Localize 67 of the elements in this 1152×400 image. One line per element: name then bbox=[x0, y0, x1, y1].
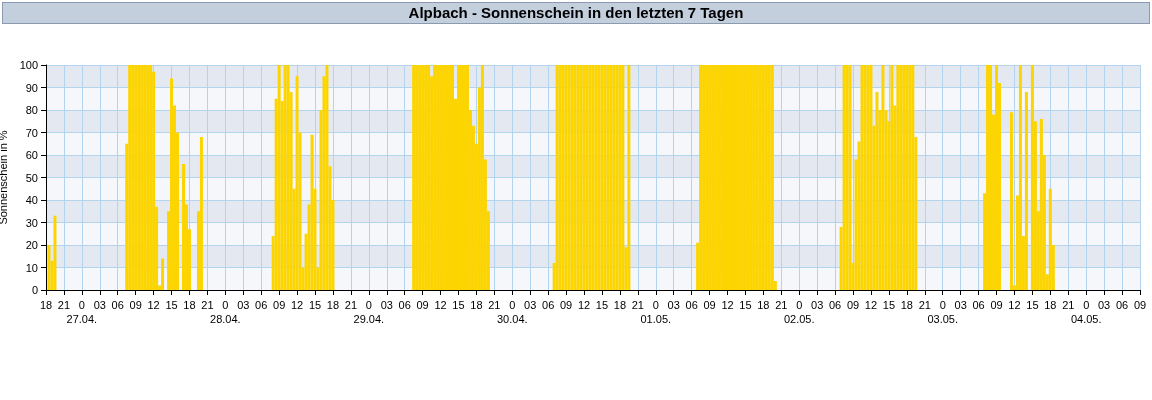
x-tick-label: 18 bbox=[1044, 299, 1057, 311]
x-tick-label: 09 bbox=[703, 299, 716, 311]
x-tick-label: 18 bbox=[326, 299, 340, 311]
y-tick-label: 40 bbox=[25, 194, 38, 206]
x-tick-label: 21 bbox=[631, 299, 644, 311]
x-tick-label: 12 bbox=[1008, 299, 1021, 311]
x-tick-label: 18 bbox=[39, 299, 53, 311]
x-tick-label: 09 bbox=[559, 299, 573, 311]
x-tick-label: 12 bbox=[864, 299, 878, 311]
x-tick-label: 09 bbox=[846, 299, 860, 311]
x-tick-label: 15 bbox=[595, 299, 609, 311]
x-tick-label: 06 bbox=[685, 299, 698, 311]
x-tick-label: 06 bbox=[111, 299, 124, 311]
y-tick-label: 50 bbox=[25, 171, 38, 184]
x-tick-label: 21 bbox=[918, 299, 931, 311]
x-tick-label: 21 bbox=[488, 299, 501, 311]
chart-title: Alpbach - Sonnenschein in den letzten 7 Tagen bbox=[2, 2, 1150, 24]
x-tick-label: 18 bbox=[757, 299, 770, 311]
y-axis-title: Sonnenschein in % bbox=[0, 130, 10, 225]
x-tick-label: 06 bbox=[255, 299, 268, 311]
x-tick-label: 12 bbox=[434, 299, 447, 311]
x-tick-label: 09 bbox=[1133, 299, 1147, 311]
x-tick-label: 21 bbox=[57, 299, 71, 311]
x-tick-label: 03 bbox=[667, 299, 680, 311]
x-tick-label: 15 bbox=[1026, 299, 1039, 311]
x-tick-label: 12 bbox=[290, 299, 304, 311]
y-tick-label: 20 bbox=[25, 239, 38, 251]
x-tick-label: 03 bbox=[93, 299, 106, 311]
y-tick-label: 100 bbox=[19, 59, 38, 71]
x-tick-label: 15 bbox=[882, 299, 896, 311]
x-tick-label: 15 bbox=[165, 299, 178, 311]
x-tick-label: 09 bbox=[273, 299, 286, 311]
x-tick-label: 12 bbox=[147, 299, 160, 311]
x-tick-label: 15 bbox=[308, 299, 322, 311]
y-tick-label: 90 bbox=[25, 81, 38, 94]
x-tick-label: 03 bbox=[811, 299, 824, 311]
x-tick-label: 09 bbox=[416, 299, 429, 311]
x-tick-label: 21 bbox=[775, 299, 788, 311]
x-tick-label: 21 bbox=[344, 299, 358, 311]
y-tick-label: 60 bbox=[25, 149, 38, 161]
x-tick-label: 15 bbox=[739, 299, 752, 311]
x-tick-label: 03 bbox=[954, 299, 967, 311]
x-tick-label: 06 bbox=[1115, 299, 1129, 311]
y-tick-label: 70 bbox=[25, 126, 38, 139]
x-tick-label: 12 bbox=[577, 299, 591, 311]
x-tick-label: 12 bbox=[721, 299, 734, 311]
x-tick-label: 06 bbox=[542, 299, 555, 311]
x-tick-label: 06 bbox=[972, 299, 985, 311]
x-tick-label: 06 bbox=[398, 299, 411, 311]
x-tick-label: 03 bbox=[237, 299, 250, 311]
y-tick-label: 80 bbox=[25, 104, 38, 116]
x-tick-label: 06 bbox=[828, 299, 842, 311]
x-tick-label: 03 bbox=[524, 299, 537, 311]
x-tick-label: 03 bbox=[380, 299, 393, 311]
x-tick-label: 15 bbox=[452, 299, 465, 311]
x-tick-label: 18 bbox=[900, 299, 913, 311]
x-tick-label: 18 bbox=[613, 299, 627, 311]
y-tick-label: 10 bbox=[25, 261, 38, 274]
x-tick-label: 03 bbox=[1098, 299, 1111, 311]
y-tick-label: 0 bbox=[31, 284, 38, 296]
x-tick-label: 18 bbox=[470, 299, 483, 311]
x-tick-label: 09 bbox=[129, 299, 142, 311]
x-tick-label: 09 bbox=[990, 299, 1003, 311]
x-tick-label: 21 bbox=[201, 299, 214, 311]
x-tick-label: 18 bbox=[183, 299, 196, 311]
y-tick-label: 30 bbox=[25, 216, 38, 229]
x-tick-label: 21 bbox=[1062, 299, 1075, 311]
